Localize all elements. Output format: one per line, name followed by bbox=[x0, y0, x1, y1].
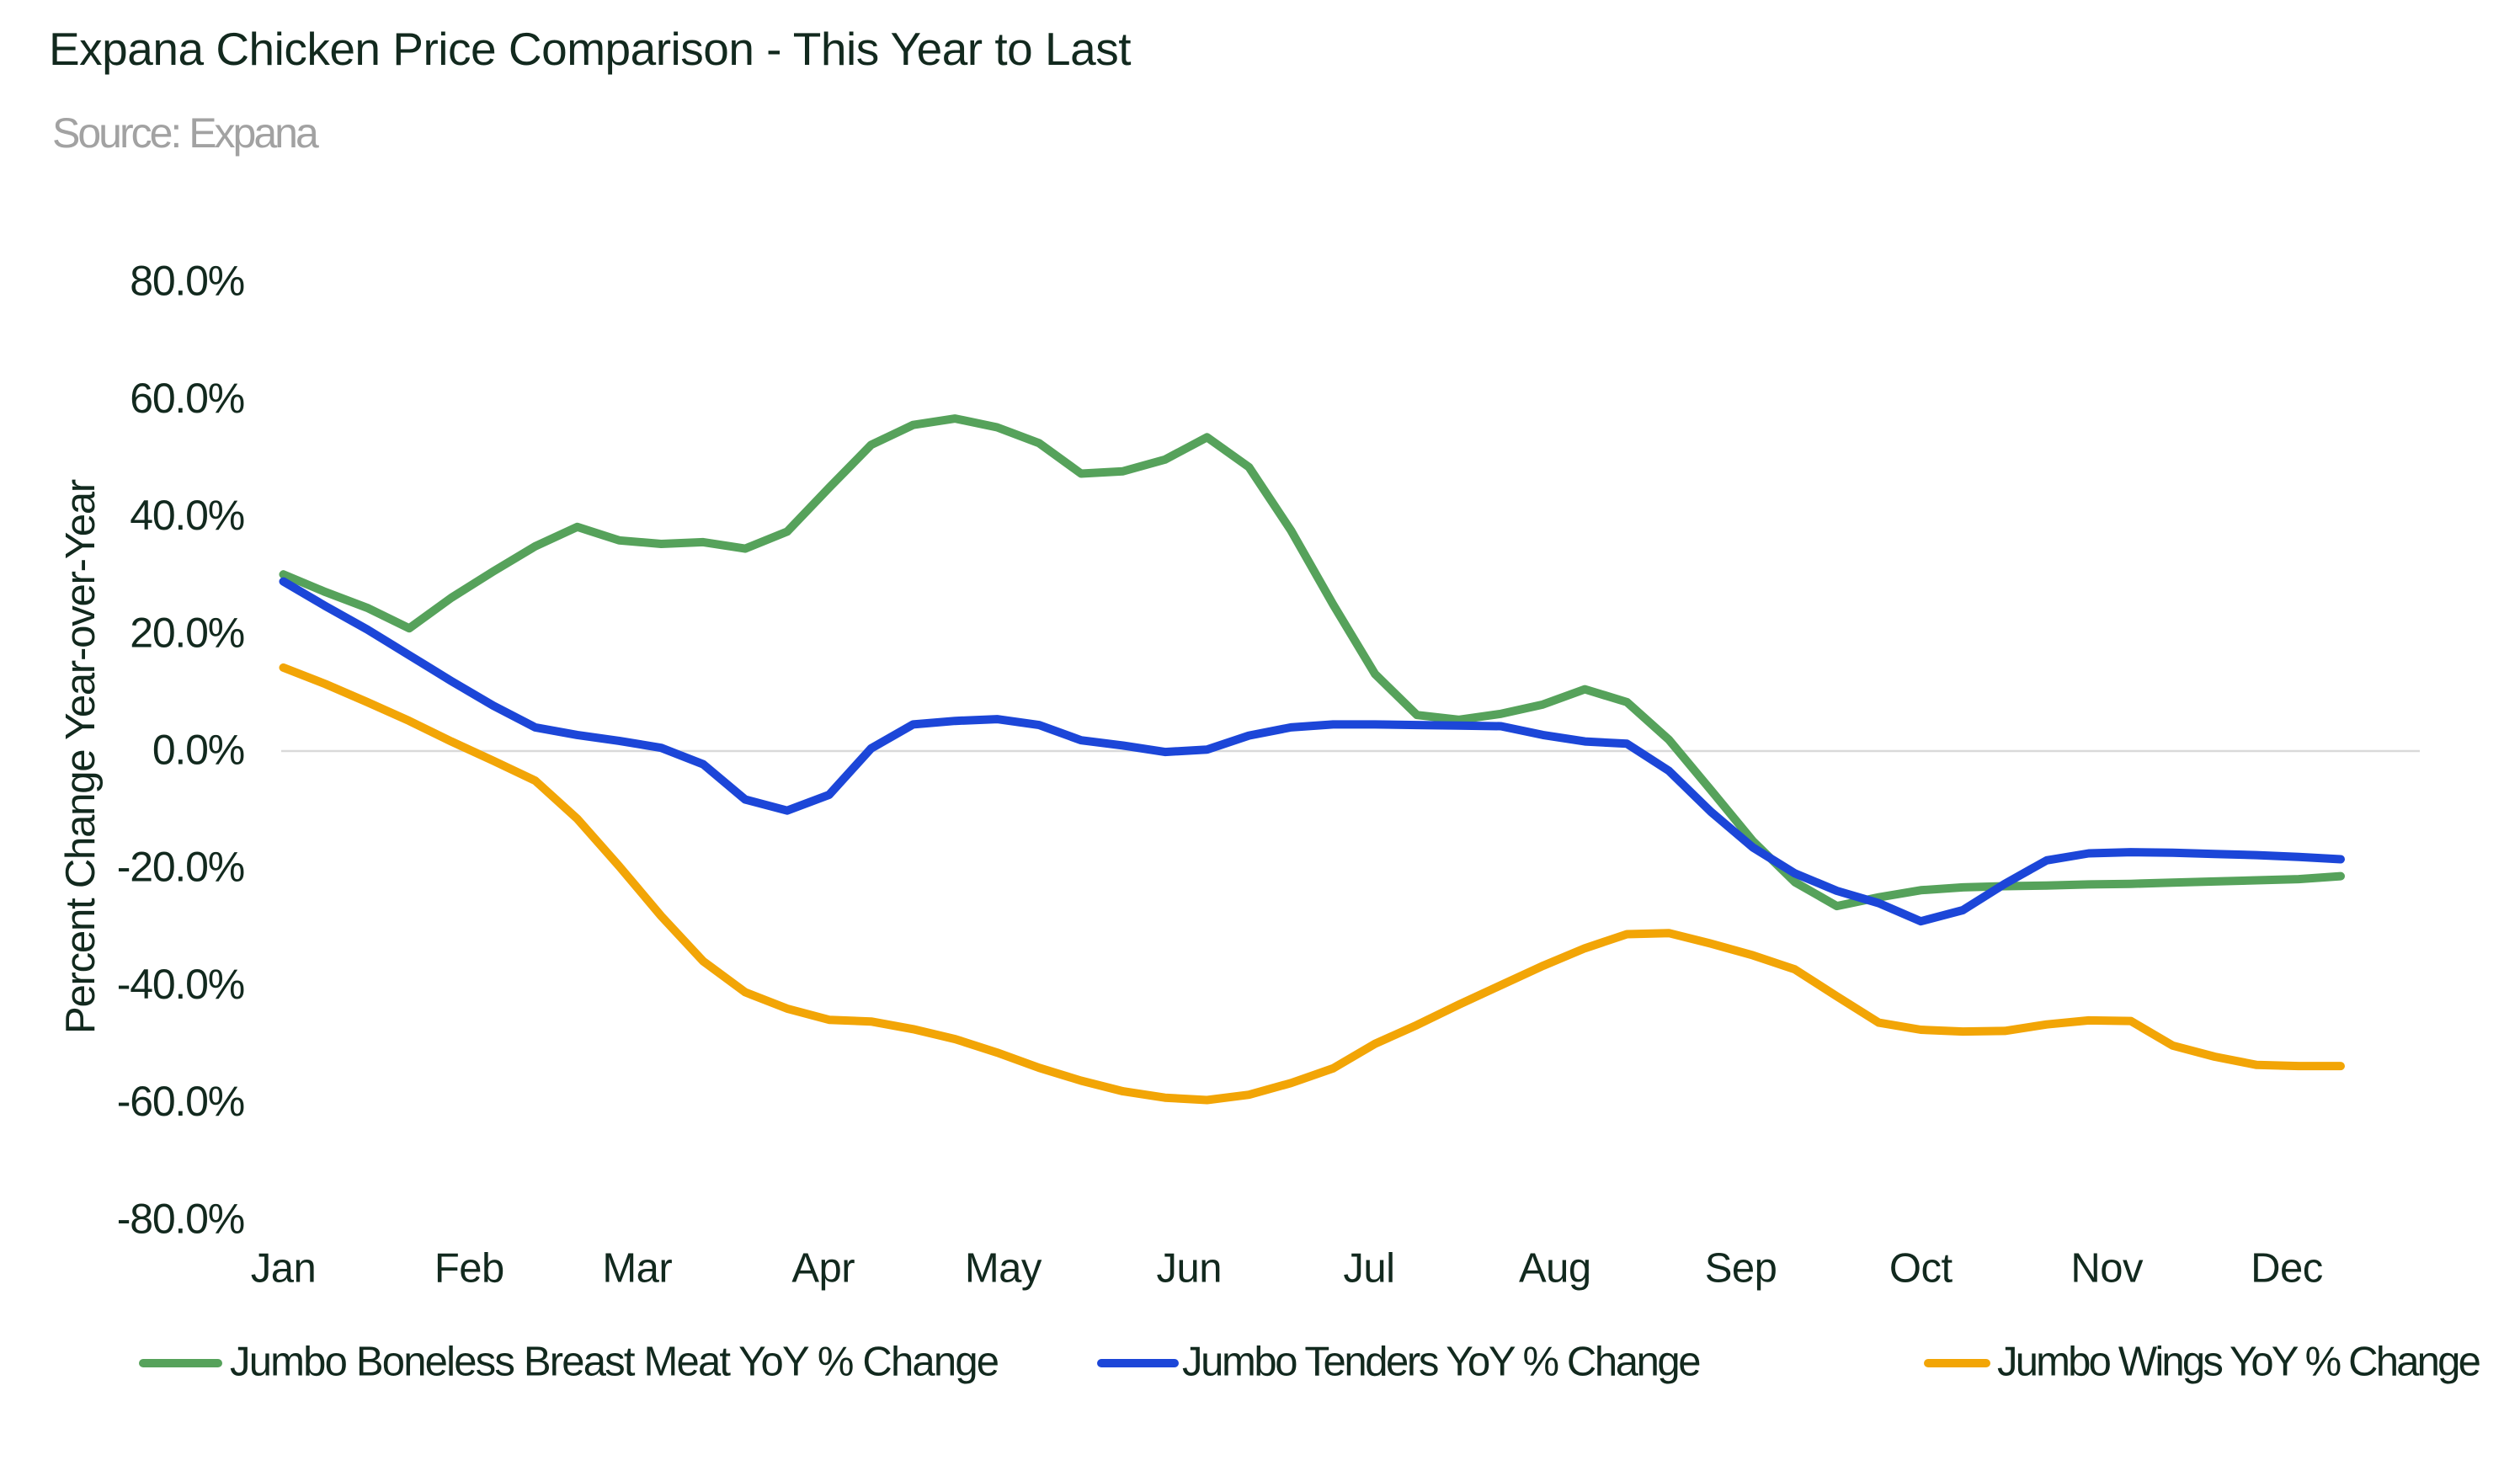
svg-text:Expana Chicken Price Compariso: Expana Chicken Price Comparison - This Y… bbox=[49, 23, 1131, 75]
svg-text:-60.0%: -60.0% bbox=[117, 1078, 244, 1125]
svg-text:Jumbo Wings YoY % Change: Jumbo Wings YoY % Change bbox=[1997, 1340, 2480, 1385]
svg-text:Jumbo Tenders YoY % Change: Jumbo Tenders YoY % Change bbox=[1182, 1340, 1700, 1385]
svg-text:20.0%: 20.0% bbox=[130, 609, 244, 656]
svg-text:-40.0%: -40.0% bbox=[117, 961, 244, 1008]
svg-text:Apr: Apr bbox=[791, 1246, 855, 1292]
svg-text:Source: Expana: Source: Expana bbox=[52, 109, 319, 157]
svg-text:Jumbo Boneless Breast Meat YoY: Jumbo Boneless Breast Meat YoY % Change bbox=[230, 1340, 999, 1385]
svg-text:Jan: Jan bbox=[251, 1246, 317, 1292]
svg-text:60.0%: 60.0% bbox=[130, 375, 244, 422]
svg-text:Nov: Nov bbox=[2070, 1246, 2144, 1292]
svg-text:0.0%: 0.0% bbox=[152, 727, 244, 774]
svg-text:Aug: Aug bbox=[1519, 1246, 1591, 1292]
svg-text:Mar: Mar bbox=[602, 1246, 672, 1292]
svg-text:Percent Change Year-over-Year: Percent Change Year-over-Year bbox=[58, 479, 104, 1034]
svg-text:Jul: Jul bbox=[1343, 1246, 1394, 1292]
svg-text:80.0%: 80.0% bbox=[130, 258, 244, 305]
svg-text:40.0%: 40.0% bbox=[130, 492, 244, 539]
svg-text:Feb: Feb bbox=[434, 1246, 504, 1292]
svg-text:Dec: Dec bbox=[2251, 1246, 2323, 1292]
svg-text:Oct: Oct bbox=[1889, 1246, 1953, 1292]
svg-text:-80.0%: -80.0% bbox=[117, 1195, 244, 1242]
svg-text:Jun: Jun bbox=[1156, 1246, 1222, 1292]
svg-text:Sep: Sep bbox=[1705, 1246, 1777, 1292]
svg-text:-20.0%: -20.0% bbox=[117, 844, 244, 891]
svg-text:May: May bbox=[965, 1246, 1042, 1292]
